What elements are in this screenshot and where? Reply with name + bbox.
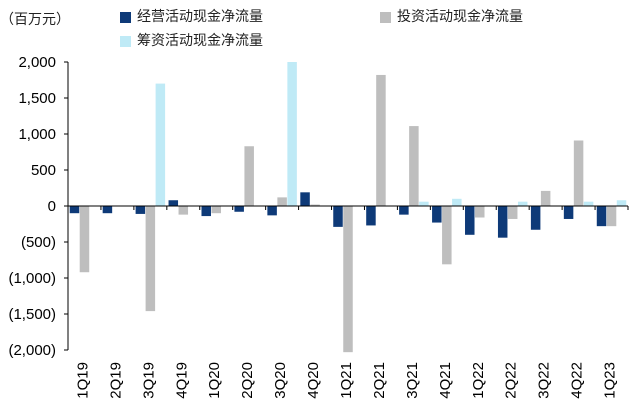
x-tick-label: 2Q20	[239, 362, 256, 399]
bar-series-0	[366, 206, 376, 226]
bar-series-0	[497, 206, 508, 238]
x-tick-label: 4Q22	[569, 362, 586, 399]
bar-series-0	[168, 200, 179, 206]
bar-series-1	[606, 206, 617, 227]
bar-series-0	[102, 206, 113, 214]
bar-series-0	[69, 206, 80, 214]
x-tick-label: 1Q22	[470, 362, 487, 399]
bar-series-1	[343, 206, 353, 353]
bar-series-2	[517, 201, 528, 206]
y-tick-label: 2,000	[18, 54, 56, 71]
x-tick-label: 4Q20	[305, 362, 322, 399]
x-tick-label: 3Q22	[536, 362, 553, 399]
bar-series-0	[300, 192, 310, 206]
legend-swatch-investing	[380, 12, 391, 23]
bar-series-1	[442, 206, 452, 265]
bar-series-0	[530, 206, 541, 230]
bar-series-0	[333, 206, 343, 227]
x-tick-label: 4Q21	[437, 362, 454, 399]
bar-series-0	[399, 206, 409, 215]
x-tick-label: 1Q21	[338, 362, 355, 399]
bar-series-2	[616, 200, 627, 206]
y-tick-label: (2,000)	[8, 342, 56, 359]
x-tick-label: 2Q19	[107, 362, 124, 399]
bar-series-0	[563, 206, 574, 219]
bar-series-1	[244, 146, 254, 206]
y-tick-label: 500	[31, 162, 56, 179]
legend-label-financing: 筹资活动现金净流量	[137, 33, 263, 49]
bar-series-0	[201, 206, 211, 217]
bar-series-0	[596, 206, 607, 227]
bar-series-0	[267, 206, 277, 216]
bar-series-2	[155, 83, 166, 206]
legend-label-investing: 投资活动现金净流量	[397, 9, 523, 25]
bar-series-0	[465, 206, 475, 235]
bar-series-1	[573, 140, 584, 206]
bar-series-2	[419, 201, 429, 206]
bar-series-1	[178, 206, 189, 215]
bar-series-1	[409, 126, 419, 206]
y-tick-label: 1,500	[18, 90, 56, 107]
x-tick-label: 2Q22	[503, 362, 520, 399]
bar-series-0	[135, 206, 146, 214]
bar-series-1	[145, 206, 156, 312]
x-tick-label: 4Q19	[173, 362, 190, 399]
bar-series-1	[540, 190, 551, 206]
bar-series-1	[475, 206, 485, 218]
x-tick-label: 1Q23	[602, 362, 619, 399]
bar-series-1	[376, 74, 386, 207]
bar-series-1	[79, 206, 90, 273]
x-tick-label: 3Q21	[404, 362, 421, 399]
y-tick-label: 0	[48, 198, 56, 215]
bar-series-1	[277, 197, 287, 206]
x-tick-label: 1Q20	[206, 362, 223, 399]
y-tick-label: (1,000)	[8, 270, 56, 287]
unit-label: （百万元）	[0, 12, 70, 28]
y-tick-label: (1,500)	[8, 306, 56, 323]
legend-swatch-financing	[120, 36, 131, 47]
x-tick-label: 3Q19	[140, 362, 157, 399]
bar-series-0	[234, 206, 244, 212]
bar-series-2	[287, 62, 297, 206]
x-tick-label: 3Q20	[272, 362, 289, 399]
x-tick-label: 2Q21	[371, 362, 388, 399]
y-tick-label: 1,000	[18, 126, 56, 143]
bar-series-1	[310, 204, 320, 206]
bar-series-1	[211, 206, 221, 214]
bar-series-1	[507, 206, 518, 219]
bar-series-0	[432, 206, 442, 223]
legend-label-operating: 经营活动现金净流量	[137, 9, 263, 25]
y-tick-label: (500)	[21, 234, 56, 251]
x-tick-label: 1Q19	[74, 362, 91, 399]
bar-series-2	[583, 201, 594, 206]
bar-series-2	[452, 198, 462, 206]
legend-swatch-operating	[120, 12, 131, 23]
